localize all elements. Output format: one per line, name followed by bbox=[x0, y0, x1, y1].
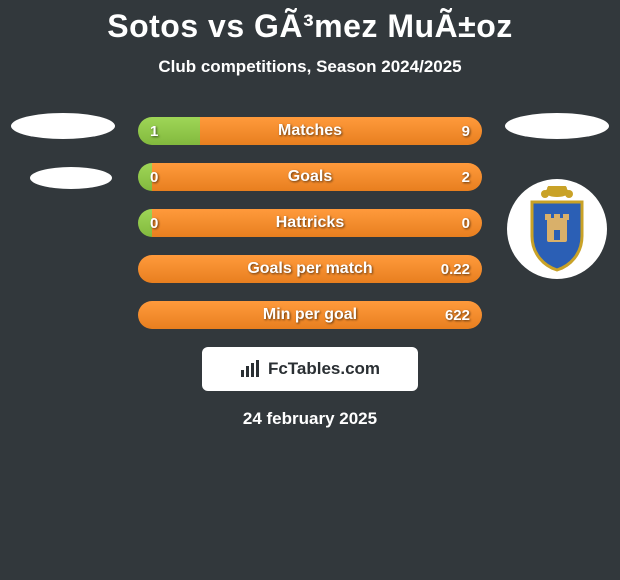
right-badge-1 bbox=[505, 113, 609, 139]
right-club-crest bbox=[507, 179, 607, 279]
bar-row: Goals per match0.22 bbox=[138, 255, 482, 283]
left-badge-2 bbox=[30, 167, 112, 189]
bar-value-right: 0 bbox=[462, 209, 470, 237]
bar-row: Hattricks00 bbox=[138, 209, 482, 237]
bar-right-segment bbox=[200, 117, 482, 145]
bar-chart-icon bbox=[240, 360, 262, 378]
page-title: Sotos vs GÃ³mez MuÃ±oz bbox=[0, 8, 620, 45]
bar-right-segment bbox=[138, 301, 482, 329]
bar-value-left: 1 bbox=[150, 117, 158, 145]
bar-value-left: 0 bbox=[150, 209, 158, 237]
date-text: 24 february 2025 bbox=[0, 409, 620, 429]
right-player-badges bbox=[502, 113, 612, 279]
bar-value-right: 0.22 bbox=[441, 255, 470, 283]
compare-area: Matches19Goals02Hattricks00Goals per mat… bbox=[0, 117, 620, 429]
bar-right-segment bbox=[152, 163, 482, 191]
bar-right-segment bbox=[138, 255, 482, 283]
bar-right-segment bbox=[152, 209, 482, 237]
bar-value-right: 2 bbox=[462, 163, 470, 191]
brand-badge[interactable]: FcTables.com bbox=[202, 347, 418, 391]
comparison-bars: Matches19Goals02Hattricks00Goals per mat… bbox=[138, 117, 482, 329]
left-player-badges bbox=[8, 113, 118, 217]
bar-value-right: 622 bbox=[445, 301, 470, 329]
bar-row: Goals02 bbox=[138, 163, 482, 191]
bar-row: Min per goal622 bbox=[138, 301, 482, 329]
bar-value-left: 0 bbox=[150, 163, 158, 191]
comparison-card: Sotos vs GÃ³mez MuÃ±oz Club competitions… bbox=[0, 0, 620, 429]
subtitle: Club competitions, Season 2024/2025 bbox=[0, 57, 620, 77]
bar-row: Matches19 bbox=[138, 117, 482, 145]
shield-icon bbox=[522, 186, 592, 272]
brand-text: FcTables.com bbox=[268, 359, 380, 379]
bar-value-right: 9 bbox=[462, 117, 470, 145]
left-badge-1 bbox=[11, 113, 115, 139]
bar-left-segment bbox=[138, 117, 200, 145]
